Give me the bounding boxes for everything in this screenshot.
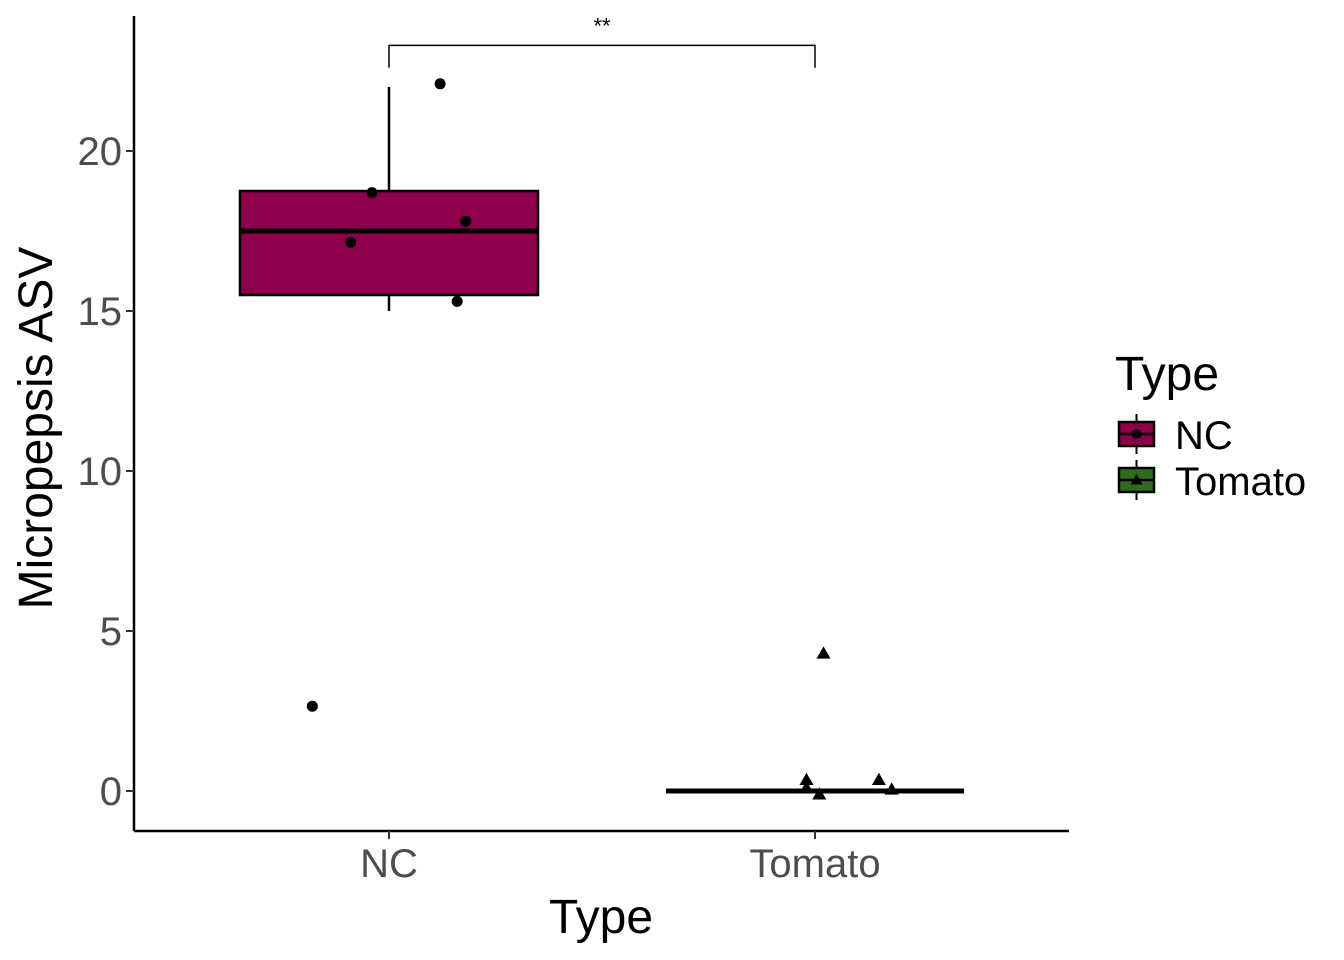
significance-bracket [388,44,816,68]
data-point-nc [434,78,446,90]
legend-title: Type [1115,348,1219,401]
data-point-tomato [871,772,886,786]
legend-key-point-icon [1130,474,1143,485]
data-point-tomato [799,772,814,786]
legend-label-tomato: Tomato [1175,460,1306,504]
box-nc [238,189,540,297]
legend-label-nc: NC [1175,414,1233,458]
data-point-nc [345,236,357,248]
data-point-nc [366,187,378,199]
y-axis-title: Micropepsis ASV [10,247,63,610]
x-tick-label: Tomato [749,842,880,886]
x-tick-label: NC [360,842,418,886]
x-axis-title: Type [549,891,653,944]
y-tick-label: 15 [78,290,123,334]
data-point-nc [306,700,318,712]
data-point-tomato [812,787,827,800]
y-tick-label: 5 [100,610,122,654]
data-point-tomato [884,782,899,795]
y-tick-label: 10 [78,450,123,494]
axes: 0 5 10 15 20 NC Tomato [78,16,1069,886]
data-point-nc [460,215,472,227]
y-tick-label: 20 [78,130,123,174]
data-point-tomato [816,646,831,659]
y-tick-label: 0 [100,770,122,814]
plot-area: ** [238,13,964,800]
data-point-nc [451,295,463,307]
significance-label: ** [593,13,611,38]
data-point-tomato [799,780,814,794]
legend-key-point-icon [1131,429,1142,439]
